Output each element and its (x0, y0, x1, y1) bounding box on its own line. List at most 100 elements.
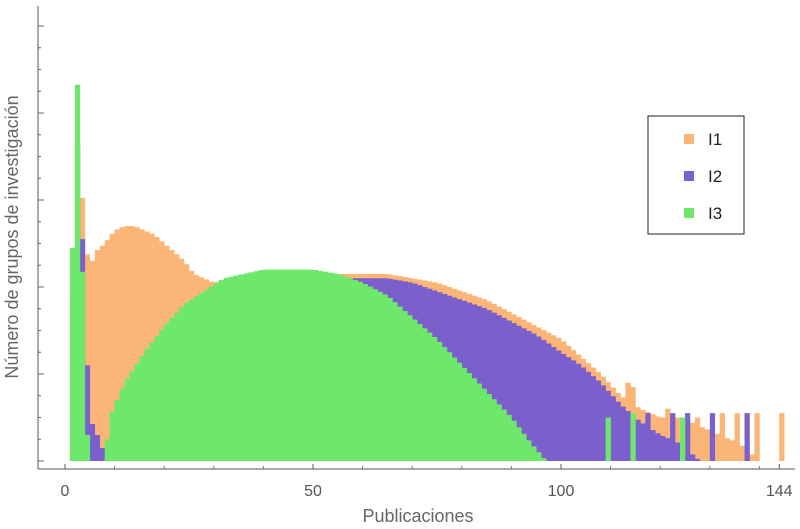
bar-I1-127 (694, 417, 701, 461)
bar-I3-69 (407, 315, 413, 461)
series-I3-bars (69, 84, 686, 462)
bar-I2-121 (665, 438, 671, 461)
bar-I1-8 (104, 240, 110, 461)
bar-I2-117 (645, 413, 651, 461)
x-tick-label: 144 (766, 483, 793, 500)
bar-I3-33 (228, 276, 234, 461)
bar-I2-95 (536, 336, 542, 461)
bar-I3-28 (203, 289, 210, 461)
bar-I2-7 (99, 447, 105, 461)
bar-I3-62 (372, 289, 378, 461)
bar-I2-103 (575, 363, 582, 461)
bar-I2-119 (655, 433, 661, 461)
bar-I2-6 (94, 434, 101, 461)
bar-I3-11 (119, 388, 125, 461)
bar-I3-75 (437, 341, 443, 461)
bar-I1-7 (99, 245, 105, 461)
bar-I3-19 (159, 329, 165, 461)
bar-I2-116 (640, 423, 646, 461)
bar-I3-38 (253, 271, 259, 461)
bar-I2-126 (689, 454, 696, 461)
legend-swatch-I2 (684, 171, 694, 181)
bar-I2-98 (551, 347, 557, 461)
bar-I1-132 (719, 413, 725, 461)
bar-I2-84 (481, 307, 487, 461)
bar-I1-11 (119, 227, 125, 461)
bar-I2-108 (600, 385, 606, 461)
bar-I2-99 (556, 350, 562, 461)
bar-I1-5 (89, 260, 96, 461)
bar-I3-17 (149, 342, 155, 461)
bar-I2-92 (521, 328, 527, 461)
bar-I3-47 (298, 269, 304, 461)
legend: I1 I2 I3 (647, 115, 745, 235)
y-axis-title: Número de grupos de investigación (2, 95, 22, 378)
bar-I3-50 (313, 270, 319, 461)
bar-I3-35 (238, 274, 244, 461)
bar-I3-71 (417, 323, 423, 461)
legend-label-I3: I3 (708, 204, 722, 223)
bar-I1-123 (675, 417, 681, 461)
bar-I1-6 (94, 250, 101, 461)
bar-I3-32 (223, 277, 229, 461)
bar-I3-83 (476, 383, 482, 461)
bar-I1-9 (109, 233, 115, 461)
bar-I3-61 (367, 286, 373, 461)
bar-I2-122 (670, 413, 676, 461)
bar-I3-58 (352, 280, 358, 461)
bar-I3-25 (189, 299, 195, 461)
legend-label-I1: I1 (708, 130, 722, 149)
bar-I3-14 (134, 363, 140, 461)
bar-I2-115 (635, 419, 641, 461)
bar-I3-46 (293, 269, 299, 461)
bar-I3-82 (471, 378, 477, 461)
bar-I3-93 (526, 440, 532, 461)
bar-I2-120 (660, 435, 666, 461)
bar-I1-13 (129, 226, 135, 461)
bar-I1-128 (699, 427, 706, 461)
bar-I1-139 (754, 413, 760, 461)
bar-I1-14 (134, 227, 140, 461)
bar-I3-30 (213, 283, 220, 461)
bar-I1-121 (665, 408, 671, 461)
x-axis-title: Publicaciones (362, 506, 473, 526)
bar-I3-95 (536, 452, 542, 461)
bar-I2-94 (531, 333, 537, 461)
legend-box (647, 115, 745, 235)
bar-I3-2 (74, 84, 81, 461)
bar-I3-26 (193, 296, 200, 461)
bar-I3-27 (198, 292, 205, 461)
bar-I3-124 (680, 417, 686, 461)
bar-I3-52 (322, 271, 329, 461)
bar-I3-54 (332, 273, 339, 461)
bar-I2-137 (744, 413, 750, 461)
bar-I3-60 (362, 283, 368, 461)
bar-I1-10 (114, 229, 120, 461)
x-tick-label: 50 (304, 483, 322, 500)
bar-I2-125 (685, 413, 691, 461)
bar-I3-77 (446, 352, 453, 461)
bar-I3-42 (273, 269, 279, 461)
bar-I2-89 (506, 320, 512, 461)
bar-I2-118 (650, 430, 656, 461)
bar-I3-24 (184, 302, 190, 461)
bar-I2-87 (496, 315, 502, 461)
bar-I3-74 (432, 337, 438, 461)
bar-I1-134 (729, 440, 735, 461)
axes: 0 50 100 144 (37, 6, 795, 500)
bar-I2-93 (526, 330, 532, 461)
bar-I2-88 (501, 317, 507, 461)
bar-I3-39 (258, 270, 264, 461)
bar-I2-105 (585, 371, 592, 461)
bar-I3-79 (456, 362, 463, 461)
x-tick-label: 0 (61, 483, 70, 500)
bar-I1-131 (714, 433, 721, 461)
bar-I3-90 (511, 420, 517, 461)
bar-I3-92 (521, 433, 527, 461)
bar-I1-144 (779, 413, 785, 461)
bar-I3-55 (337, 274, 344, 461)
bar-I3-88 (501, 409, 507, 461)
bar-I3-21 (169, 317, 175, 461)
bar-I3-68 (402, 310, 408, 461)
bar-I2-106 (590, 376, 597, 461)
